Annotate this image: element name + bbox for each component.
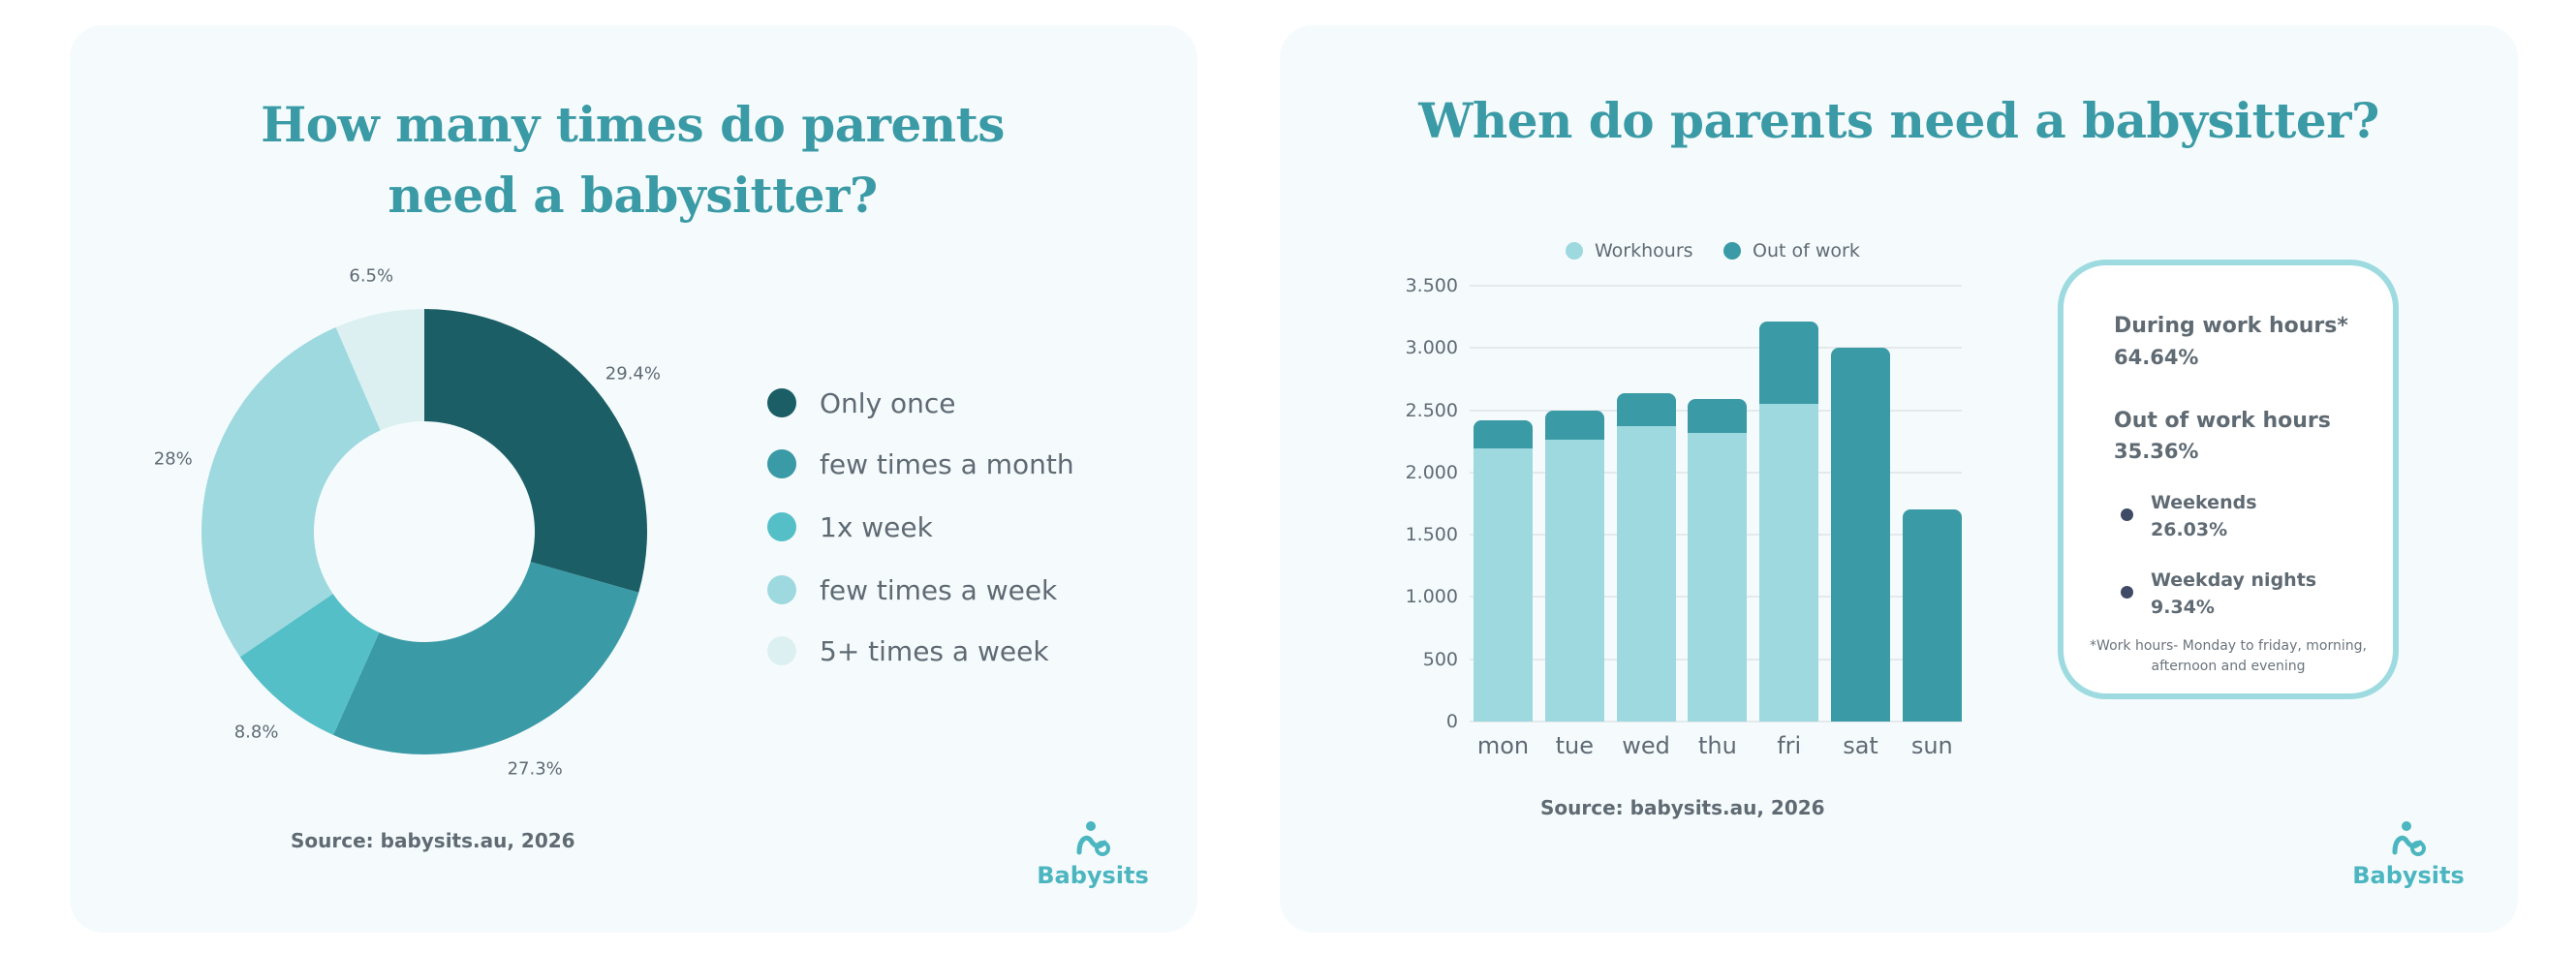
bar-sun-out-of-work [1902, 509, 1962, 722]
weekends-bullet-icon [2121, 508, 2133, 521]
right-source: Source: babysits.au, 2026 [1540, 796, 1825, 819]
legend-dot-icon [767, 512, 796, 541]
y-tick-label: 2.500 [1405, 399, 1458, 421]
x-tick-label: fri [1777, 732, 1802, 759]
right-logo: Babysits [2350, 819, 2467, 889]
donut-slice-3 [201, 326, 381, 658]
legend-label: Workhours [1595, 240, 1693, 261]
weekends-value: 26.03% [2151, 519, 2228, 540]
gridline [1470, 347, 1962, 350]
left-logo-text: Babysits [1037, 862, 1149, 889]
bar-thu-out-of-work [1688, 399, 1748, 433]
footnote-line2: afternoon and evening [2151, 659, 2306, 674]
bar-legend-item: Out of work [1723, 240, 1860, 261]
legend-dot-icon [767, 388, 796, 417]
donut-title: How many times do parents need a babysit… [148, 89, 1117, 231]
footnote: *Work hours- Monday to friday, morning, … [2064, 636, 2393, 677]
legend-item: Only once [767, 384, 956, 422]
donut-slice-4 [335, 309, 424, 431]
x-tick-label: sun [1910, 732, 1953, 759]
x-tick-label: mon [1476, 732, 1530, 759]
bar-mon-workhours [1474, 448, 1533, 722]
donut-chart [201, 309, 647, 754]
y-tick-label: 3.000 [1405, 337, 1458, 359]
legend-label: Out of work [1753, 240, 1860, 261]
donut-slice-0 [424, 309, 647, 593]
y-tick-label: 2.000 [1405, 461, 1458, 483]
x-tick-label: sat [1843, 732, 1878, 759]
legend-item: 5+ times a week [767, 631, 1049, 670]
weeknights-bullet-icon [2121, 586, 2133, 599]
x-tick-label: thu [1697, 732, 1737, 759]
legend-dot-icon [767, 575, 796, 604]
bar-fri-out-of-work [1759, 322, 1819, 405]
donut-title-line2: need a babysitter? [388, 167, 878, 224]
weekends-label: Weekends [2151, 492, 2257, 513]
bar-title: When do parents need a babysitter? [1418, 92, 2379, 149]
y-tick-label: 0 [1445, 711, 1458, 732]
legend-dot-icon [1723, 242, 1741, 260]
babysits-logo-icon [2392, 821, 2426, 856]
out-of-work-label: Out of work hours [2114, 409, 2331, 433]
bar-mon-out-of-work [1474, 419, 1533, 449]
bar-tue-out-of-work [1544, 410, 1604, 441]
y-tick-label: 3.500 [1405, 275, 1458, 296]
legend-item: 1x week [767, 507, 933, 546]
donut-title-line1: How many times do parents [261, 96, 1005, 153]
out-of-work-value: 35.36% [2114, 440, 2199, 463]
footnote-line1: *Work hours- Monday to friday, morning, [2090, 638, 2367, 654]
legend-label: Only once [820, 386, 956, 419]
weeknights-label: Weekday nights [2151, 569, 2317, 591]
x-tick-label: wed [1622, 732, 1670, 759]
y-tick-label: 1.500 [1405, 524, 1458, 546]
donut-slice-1 [333, 562, 639, 754]
left-logo: Babysits [1035, 819, 1151, 889]
right-logo-text: Babysits [2352, 862, 2465, 889]
y-tick-label: 500 [1422, 648, 1458, 670]
legend-dot-icon [767, 449, 796, 478]
during-work-label: During work hours* [2114, 314, 2348, 338]
bar-fri-workhours [1759, 404, 1819, 722]
bar-legend-item: Workhours [1566, 240, 1693, 261]
bar-thu-workhours [1688, 432, 1748, 722]
donut-slice-2 [239, 594, 380, 735]
during-work-value: 64.64% [2114, 346, 2199, 369]
babysits-logo-icon [1076, 821, 1110, 856]
gridline [1470, 285, 1962, 287]
summary-box: During work hours* 64.64% Out of work ho… [2058, 260, 2399, 699]
legend-item: few times a week [767, 570, 1057, 609]
bar-wed-out-of-work [1616, 392, 1676, 427]
x-tick-label: tue [1555, 732, 1594, 759]
donut-data-label: 29.4% [605, 363, 661, 384]
legend-label: 1x week [820, 510, 933, 543]
bar-tue-workhours [1544, 440, 1604, 722]
donut-data-label: 28% [153, 448, 193, 470]
legend-item: few times a month [767, 445, 1074, 483]
legend-label: few times a week [820, 573, 1058, 606]
donut-data-label: 27.3% [507, 758, 563, 780]
legend-label: few times a month [820, 447, 1074, 480]
donut-data-label: 8.8% [233, 722, 279, 743]
bar-wed-workhours [1616, 426, 1676, 722]
legend-dot-icon [1566, 242, 1583, 260]
weeknights-value: 9.34% [2151, 597, 2215, 618]
legend-dot-icon [767, 636, 796, 665]
donut-data-label: 6.5% [349, 265, 394, 287]
gridline [1470, 721, 1962, 722]
y-tick-label: 1.000 [1405, 586, 1458, 608]
legend-label: 5+ times a week [820, 634, 1049, 667]
left-source: Source: babysits.au, 2026 [291, 829, 575, 852]
bar-sat-out-of-work [1831, 348, 1890, 722]
